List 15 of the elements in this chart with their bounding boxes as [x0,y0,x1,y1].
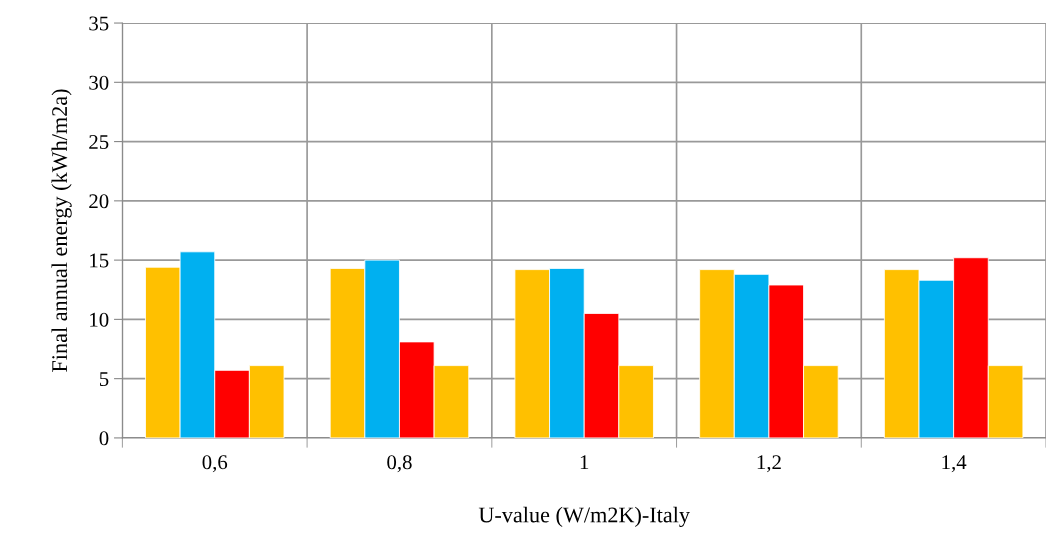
x-tick-label: 0,6 [202,455,228,473]
x-tick-label: 1 [580,455,589,470]
x-tick-label: 1,2 [757,455,781,473]
y-axis-title: Final annual energy (kWh/m2a) [51,89,72,372]
x-tick-label: 1,4 [942,455,967,473]
x-axis-title: U-value (W/m2K)-Italy [478,506,690,528]
y-tick-label: 5 [99,372,109,387]
y-tick-label: 25 [89,135,109,150]
y-tick-label: 20 [89,194,109,209]
y-tick-label: 15 [90,253,109,268]
y-tick-label: 30 [89,75,109,90]
y-tick-label: 0 [99,431,109,446]
y-tick-label: 35 [89,16,109,31]
x-tick-label: 0,8 [387,455,412,473]
y-tick-label: 10 [90,312,109,327]
